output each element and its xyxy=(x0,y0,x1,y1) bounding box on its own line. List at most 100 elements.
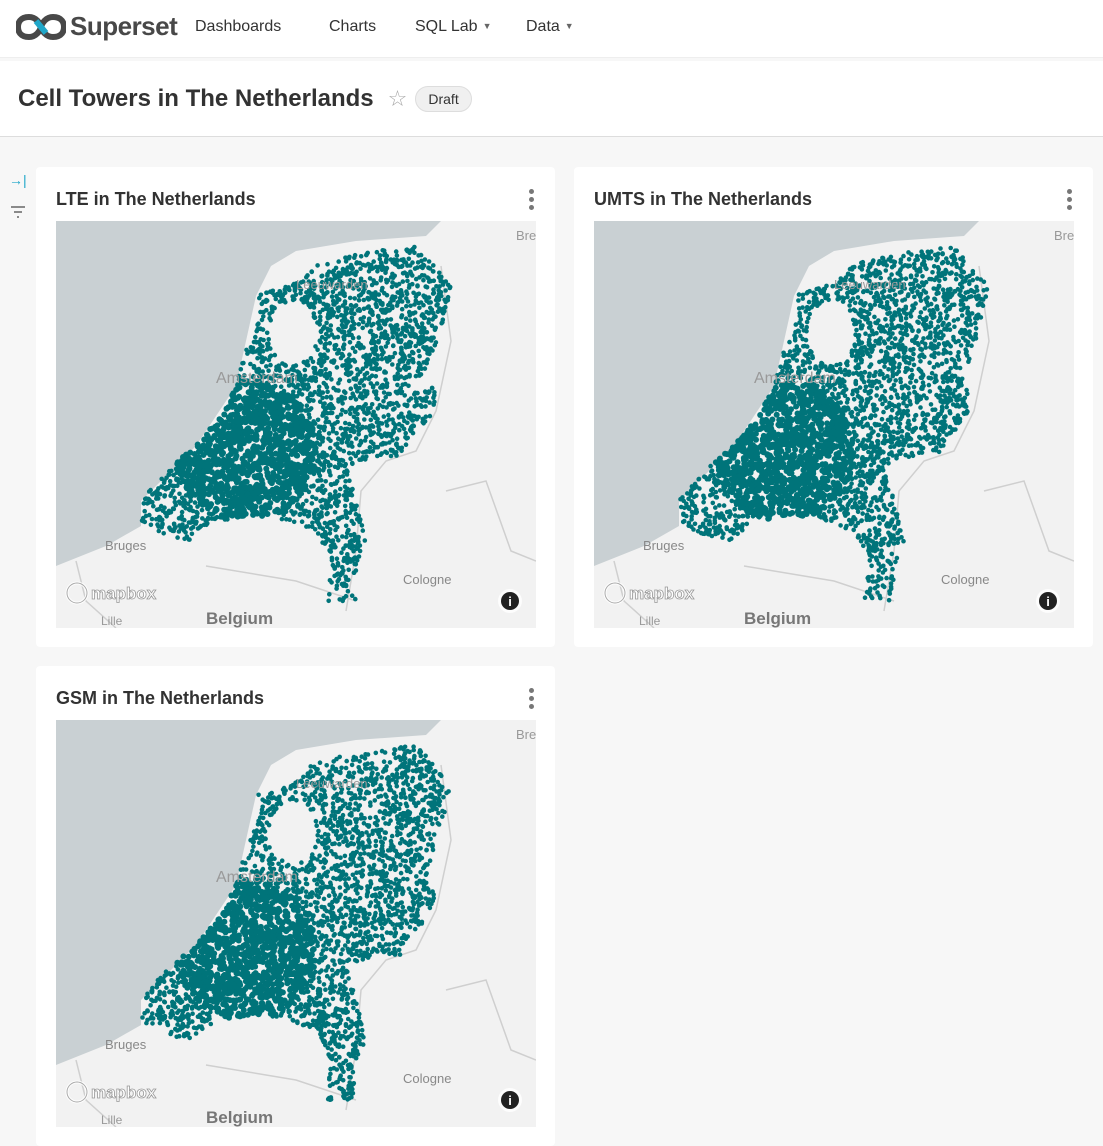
tower-point xyxy=(361,403,367,409)
tower-point xyxy=(881,409,886,415)
expand-arrow-icon[interactable]: →| xyxy=(9,172,27,188)
tower-point xyxy=(437,306,442,311)
tower-point xyxy=(240,361,245,366)
nav-charts[interactable]: Charts xyxy=(329,18,376,36)
status-badge[interactable]: Draft xyxy=(415,85,472,112)
tower-point xyxy=(349,460,355,466)
page-title[interactable]: Cell Towers in The Netherlands xyxy=(18,84,374,112)
tower-point xyxy=(340,325,346,330)
tower-point xyxy=(385,278,391,283)
tower-point xyxy=(853,464,859,470)
more-options-icon[interactable] xyxy=(1067,189,1073,213)
mapbox-logo[interactable]: mapbox xyxy=(65,581,157,605)
tower-point xyxy=(304,294,310,300)
tower-point xyxy=(361,315,367,320)
tower-point xyxy=(876,561,881,566)
tower-point xyxy=(289,468,296,474)
tower-point xyxy=(427,336,432,342)
tower-point xyxy=(257,398,263,405)
tower-point xyxy=(205,457,212,464)
tower-point xyxy=(225,424,232,431)
tower-point xyxy=(335,334,341,340)
tower-point xyxy=(868,586,873,591)
tower-point xyxy=(412,266,418,271)
tower-point xyxy=(399,345,404,351)
star-outline-icon[interactable]: ☆ xyxy=(387,85,408,111)
tower-point xyxy=(201,436,208,443)
tower-point xyxy=(352,349,358,354)
tower-point xyxy=(369,338,375,344)
tower-point xyxy=(290,448,297,455)
tower-point xyxy=(279,407,286,414)
tower-point xyxy=(315,478,320,484)
tower-point xyxy=(423,404,428,409)
tower-point xyxy=(383,259,389,265)
tower-point xyxy=(363,360,369,366)
tower-point xyxy=(376,292,382,297)
superset-logo[interactable]: Superset xyxy=(16,11,178,42)
tower-point xyxy=(188,504,193,510)
nav-data[interactable]: Data ▼ xyxy=(526,18,574,36)
tower-point xyxy=(373,374,379,379)
tower-point xyxy=(347,352,352,357)
tower-point xyxy=(959,285,965,290)
tower-point xyxy=(221,485,228,492)
info-icon[interactable]: i xyxy=(498,589,522,613)
tower-point xyxy=(398,386,404,391)
tower-point xyxy=(225,414,232,421)
tower-point xyxy=(349,315,355,320)
tower-point xyxy=(417,373,422,378)
filter-icon[interactable] xyxy=(10,205,26,222)
tower-point xyxy=(395,390,400,396)
tower-point xyxy=(930,315,935,321)
tower-point xyxy=(882,364,887,369)
deckgl-scatter-map[interactable]: Bre Leeuwarden Amsterdam Bruges Cologne … xyxy=(56,221,536,628)
tower-point xyxy=(440,282,446,287)
tower-point xyxy=(227,457,233,464)
tower-point xyxy=(346,332,352,338)
more-options-icon[interactable] xyxy=(529,189,535,213)
tower-point xyxy=(373,389,379,394)
tower-point xyxy=(426,320,431,325)
tower-point xyxy=(379,356,385,362)
tower-point xyxy=(272,508,279,515)
tower-point xyxy=(384,450,390,456)
tower-point xyxy=(872,526,878,531)
tower-point xyxy=(262,505,269,512)
tower-point xyxy=(311,292,317,297)
tower-point xyxy=(327,340,333,346)
tower-point xyxy=(179,476,184,481)
tower-point xyxy=(403,316,409,321)
tower-point xyxy=(890,566,895,572)
tower-point xyxy=(316,457,321,463)
tower-point xyxy=(323,539,329,545)
tower-point xyxy=(911,384,917,390)
tower-point xyxy=(315,263,320,268)
tower-point xyxy=(147,512,152,518)
tower-point xyxy=(416,291,422,297)
nav-sql-lab[interactable]: SQL Lab ▼ xyxy=(415,18,491,36)
deckgl-scatter-map[interactable]: Bre Leeuwarden Amsterdam Bruges Cologne … xyxy=(594,221,1074,628)
nav-dashboards[interactable]: Dashboards xyxy=(195,18,281,36)
tower-point xyxy=(317,322,323,327)
tower-point xyxy=(294,452,301,459)
tower-point xyxy=(249,404,255,411)
tower-point xyxy=(360,366,366,371)
tower-point xyxy=(350,319,355,324)
tower-point xyxy=(250,435,257,442)
tower-point xyxy=(418,264,424,270)
tower-point xyxy=(941,443,946,448)
tower-point xyxy=(183,505,188,511)
tower-point xyxy=(318,498,323,504)
tower-point xyxy=(941,415,947,420)
tower-point xyxy=(300,470,307,477)
tower-point xyxy=(883,421,888,427)
tower-point xyxy=(247,495,254,502)
tower-point xyxy=(346,450,352,456)
tower-point xyxy=(336,305,342,310)
tower-point xyxy=(365,407,371,412)
tower-point xyxy=(311,365,316,371)
tower-point xyxy=(287,517,292,522)
tower-point xyxy=(852,300,858,306)
tower-point xyxy=(436,293,441,299)
